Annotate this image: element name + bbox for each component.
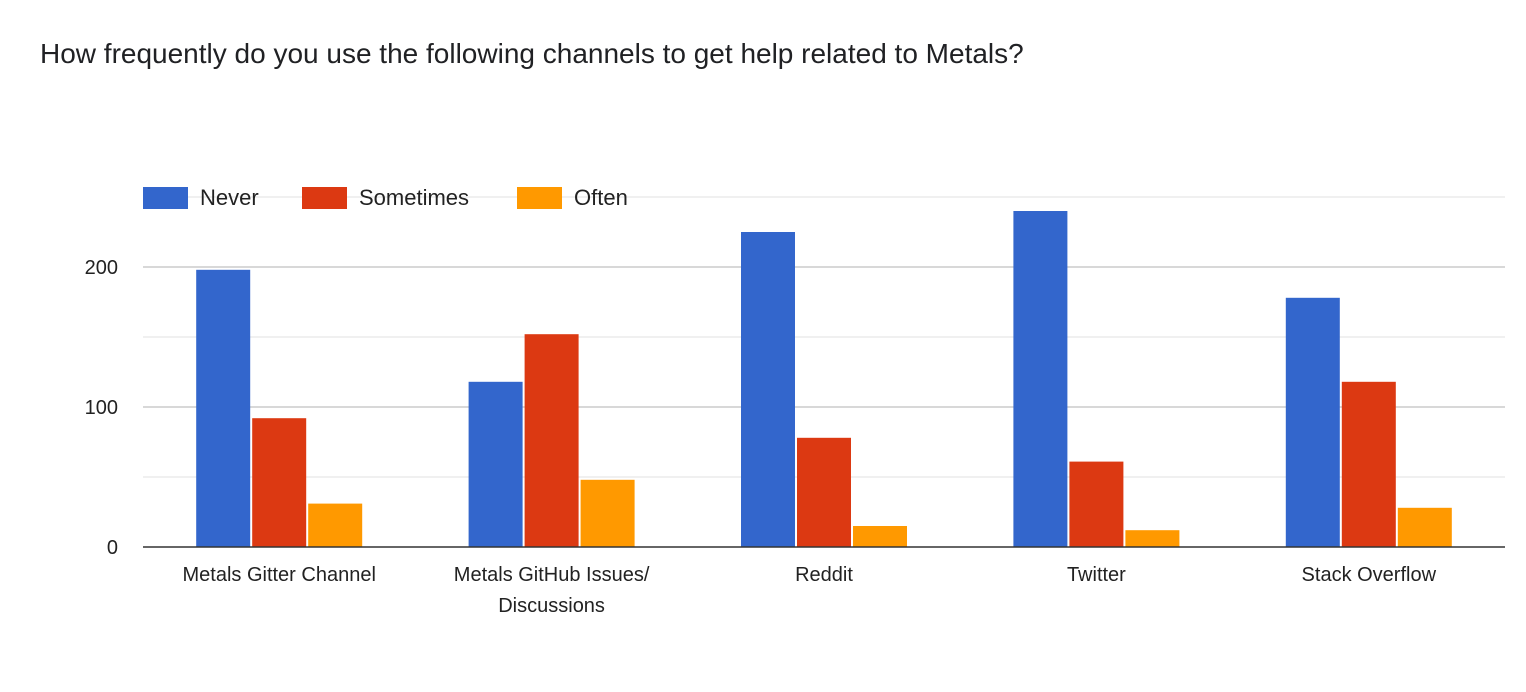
bar-sometimes	[797, 437, 851, 547]
legend-swatch-never	[143, 187, 188, 209]
bar-sometimes	[1341, 381, 1396, 547]
legend-label-often: Often	[574, 185, 628, 210]
bar-sometimes	[524, 334, 579, 547]
chart-title: How frequently do you use the following …	[40, 38, 1024, 69]
bar-often	[1125, 530, 1180, 547]
x-tick-label: Metals GitHub Issues/Discussions	[454, 564, 650, 617]
bar-often	[580, 479, 635, 547]
gridlines	[143, 196, 1505, 478]
bars	[196, 211, 1452, 547]
bar-often	[308, 503, 363, 547]
y-tick-label: 200	[85, 257, 118, 279]
x-tick-label: Stack Overflow	[1302, 564, 1437, 586]
x-tick-label: Twitter	[1067, 564, 1126, 586]
bar-never	[1013, 211, 1068, 547]
bar-never	[1285, 297, 1340, 547]
bar-never	[196, 269, 251, 547]
y-axis-ticks: 0 100 200	[85, 257, 118, 559]
bar-often	[1397, 507, 1452, 547]
bar-often	[853, 526, 907, 547]
legend-label-sometimes: Sometimes	[359, 185, 469, 210]
x-axis-ticks: Metals Gitter Channel Metals GitHub Issue…	[182, 564, 1436, 617]
bar-sometimes	[252, 418, 307, 547]
legend-label-never: Never	[200, 185, 259, 210]
y-tick-label: 0	[107, 537, 118, 559]
legend-swatch-often	[517, 187, 562, 209]
bar-sometimes	[1069, 461, 1124, 547]
legend: Never Sometimes Often	[143, 185, 628, 210]
bar-never	[741, 232, 795, 547]
y-tick-label: 100	[85, 397, 118, 419]
bar-never	[468, 381, 523, 547]
legend-swatch-sometimes	[302, 187, 347, 209]
x-tick-label: Metals Gitter Channel	[182, 564, 375, 586]
x-tick-label: Reddit	[795, 564, 853, 586]
